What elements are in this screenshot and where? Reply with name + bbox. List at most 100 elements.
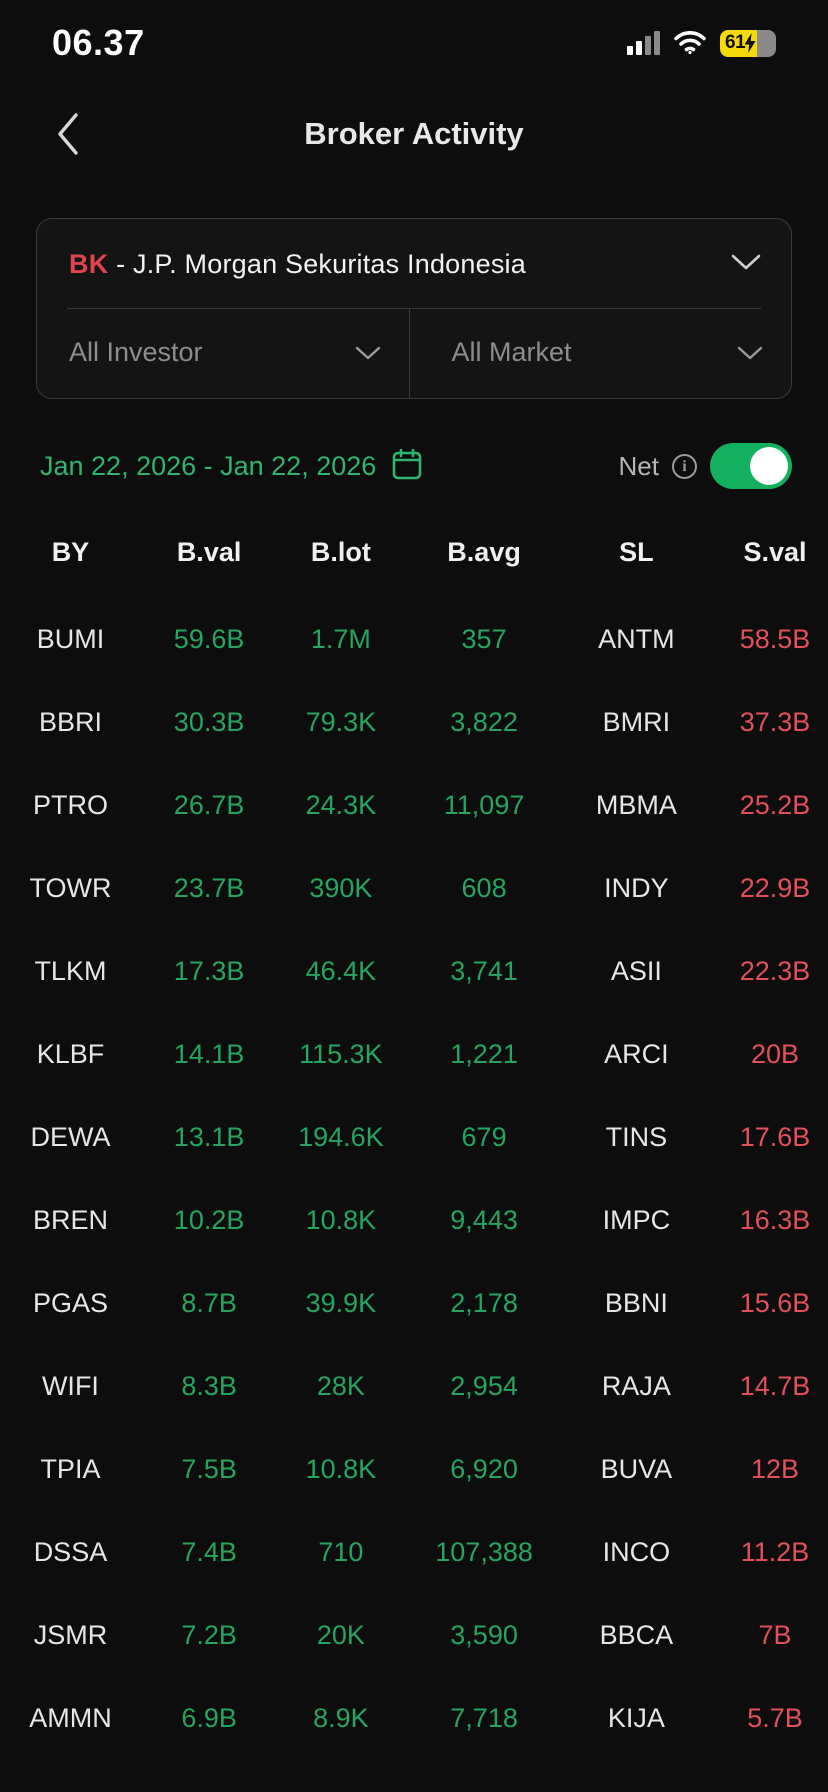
broker-dropdown[interactable]: BK - J.P. Morgan Sekuritas Indonesia <box>37 219 791 308</box>
cell-buy-avg: 3,590 <box>450 1620 518 1650</box>
net-toggle-group: Net i <box>619 443 792 489</box>
cell-buy-value: 13.1B <box>173 1122 245 1152</box>
cellular-signal-icon <box>627 31 660 55</box>
cell-sell-value: 14.7B <box>739 1371 811 1401</box>
broker-full-name: J.P. Morgan Sekuritas Indonesia <box>133 249 526 279</box>
cell-buy-value: 30.3B <box>173 707 245 737</box>
investor-filter-dropdown[interactable]: All Investor <box>37 309 409 398</box>
cell-buy-value: 26.7B <box>173 790 245 820</box>
cell-buy-avg: 3,822 <box>450 707 518 737</box>
cell-buy-ticker: AMMN <box>29 1703 112 1733</box>
cell-buy-ticker: TPIA <box>40 1454 101 1484</box>
investor-filter-label: All Investor <box>69 337 203 367</box>
cell-sell-value: 22.9B <box>739 873 811 903</box>
broker-activity-table-container[interactable]: BY B.val B.lot B.avg SL S.val S.lot BUMI… <box>0 519 828 1760</box>
cell-buy-lot: 1.7M <box>310 624 371 654</box>
battery-charging-icon: 61 <box>720 29 776 57</box>
cell-buy-value: 14.1B <box>173 1039 245 1069</box>
cell-sell-value: 25.2B <box>739 790 811 820</box>
cell-sell-value: 12B <box>750 1454 799 1484</box>
table-header: BY B.val B.lot B.avg SL S.val S.lot <box>0 519 828 598</box>
cell-buy-value: 6.9B <box>181 1703 237 1733</box>
column-header-sl[interactable]: SL <box>619 537 654 567</box>
card-divider <box>67 308 761 309</box>
market-filter-dropdown[interactable]: All Market <box>408 309 792 398</box>
status-bar-clock: 06.37 <box>52 22 145 63</box>
charging-bolt-icon <box>744 33 756 53</box>
info-icon[interactable]: i <box>672 453 697 479</box>
cell-buy-value: 7.2B <box>181 1620 237 1650</box>
cell-sell-value: 37.3B <box>739 707 811 737</box>
column-header-blot[interactable]: B.lot <box>310 537 371 567</box>
cell-buy-lot: 390K <box>309 873 373 903</box>
cell-buy-ticker: WIFI <box>41 1371 99 1401</box>
cell-sell-value: 58.5B <box>739 624 811 654</box>
column-header-by[interactable]: BY <box>51 537 90 567</box>
cell-buy-lot: 28K <box>316 1371 365 1401</box>
broker-activity-table: BY B.val B.lot B.avg SL S.val S.lot BUMI… <box>0 519 828 1760</box>
cell-sell-value: 20B <box>750 1039 799 1069</box>
navigation-bar: Broker Activity <box>0 86 828 182</box>
broker-separator: - <box>108 249 134 279</box>
cell-sell-value: 22.3B <box>739 956 811 986</box>
column-header-bavg[interactable]: B.avg <box>447 537 521 567</box>
cell-buy-ticker: JSMR <box>33 1620 108 1650</box>
cell-buy-value: 23.7B <box>173 873 245 903</box>
cell-sell-ticker: ASII <box>610 956 662 986</box>
battery-percent-label: 61 <box>725 32 746 53</box>
controls-row: Jan 22, 2026 - Jan 22, 2026 Net i <box>0 399 828 519</box>
cell-sell-ticker: RAJA <box>601 1371 671 1401</box>
cell-sell-ticker: IMPC <box>602 1205 671 1235</box>
cell-sell-value: 11.2B <box>740 1537 810 1567</box>
cell-buy-lot: 39.9K <box>305 1288 377 1318</box>
cell-buy-value: 10.2B <box>173 1205 245 1235</box>
cell-buy-ticker: PGAS <box>32 1288 108 1318</box>
calendar-icon <box>392 448 422 485</box>
cell-buy-avg: 2,954 <box>450 1371 518 1401</box>
cell-buy-ticker: PTRO <box>32 790 108 820</box>
cell-buy-lot: 24.3K <box>305 790 377 820</box>
net-toggle-switch[interactable] <box>710 443 792 489</box>
wifi-icon <box>674 31 706 55</box>
back-button[interactable] <box>40 106 96 162</box>
cell-sell-ticker: BBNI <box>604 1288 668 1318</box>
column-header-bval[interactable]: B.val <box>176 537 242 567</box>
chevron-left-icon <box>58 113 78 155</box>
cell-sell-value: 16.3B <box>739 1205 811 1235</box>
cell-buy-ticker: BREN <box>32 1205 108 1235</box>
cell-sell-ticker: MBMA <box>595 790 677 820</box>
cell-sell-ticker: BMRI <box>602 707 671 737</box>
cell-buy-avg: 1,221 <box>450 1039 518 1069</box>
cell-buy-lot: 115.3K <box>299 1039 383 1069</box>
date-range-picker[interactable]: Jan 22, 2026 - Jan 22, 2026 <box>40 448 422 485</box>
filter-row: All Investor All Market <box>37 309 791 398</box>
cell-buy-lot: 79.3K <box>305 707 377 737</box>
cell-buy-lot: 194.6K <box>298 1122 384 1152</box>
column-header-sval[interactable]: S.val <box>743 537 807 567</box>
toggle-knob <box>750 447 788 485</box>
cell-buy-lot: 8.9K <box>313 1703 369 1733</box>
cell-buy-ticker: DEWA <box>30 1122 111 1152</box>
cell-buy-lot: 10.8K <box>305 1205 377 1235</box>
cell-buy-avg: 2,178 <box>450 1288 518 1318</box>
table-body: BUMI59.6B1.7M357ANTM58.5B140.BBRI30.3B79… <box>0 598 828 1760</box>
chevron-down-icon <box>731 253 761 276</box>
cell-sell-ticker: INDY <box>604 873 669 903</box>
cell-sell-ticker: ANTM <box>598 624 675 654</box>
cell-sell-value: 15.6B <box>739 1288 811 1318</box>
cell-sell-ticker: KIJA <box>607 1703 665 1733</box>
